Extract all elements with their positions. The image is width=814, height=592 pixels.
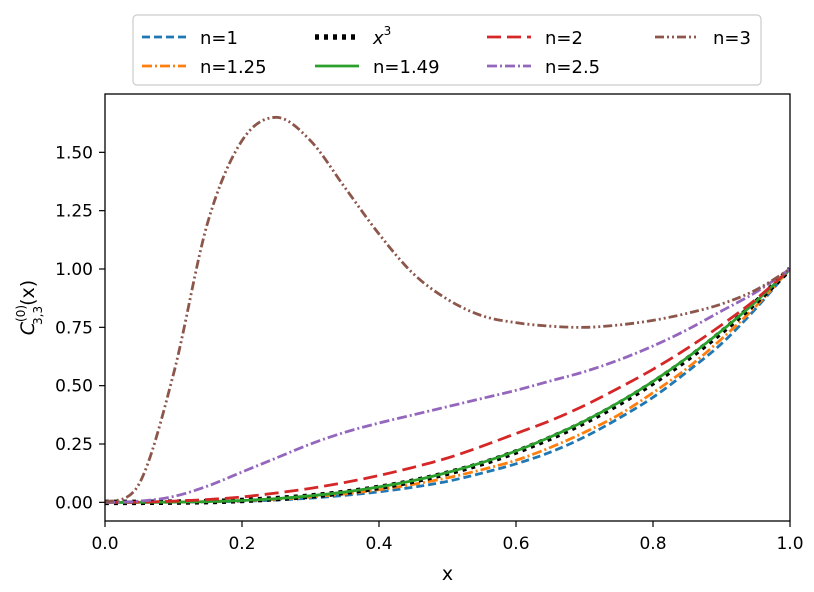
y-tick-label: 1.50 [55, 143, 93, 163]
axes-frame [104, 93, 791, 522]
series-line-x-3 [105, 267, 790, 506]
y-label-sup: (0) [14, 305, 28, 322]
y-label-base: C [17, 321, 39, 335]
y-tick-label: 0.75 [55, 318, 93, 338]
y-tick-label: 1.00 [55, 260, 93, 280]
x-axis: 0.0 0.2 0.4 0.6 0.8 1.0 [91, 521, 804, 554]
series-line-n-2 [105, 267, 790, 504]
x-tick-label: 0.2 [228, 534, 255, 554]
x-axis-label: x [442, 563, 453, 585]
y-label-arg: (x) [17, 280, 39, 306]
series-line-n-1 [105, 268, 790, 504]
y-tick-label: 0.00 [55, 493, 93, 513]
series-line-n-2-5 [105, 267, 790, 504]
x-tick-label: 0.6 [502, 534, 529, 554]
x-tick-label: 1.0 [776, 534, 803, 554]
svg-text:C(0)3,3(x): C(0) 3,3(x) [14, 280, 45, 335]
y-axis-label: C(0) 3,3(x) [14, 280, 45, 335]
legend-label: x3 [372, 24, 391, 49]
y-label-sub: 3,3 [31, 306, 45, 325]
legend-label: n=3 [713, 28, 751, 49]
y-axis: 0.00 0.25 0.50 0.75 1.00 1.25 1.50 [55, 143, 105, 513]
y-tick-label: 1.25 [55, 202, 93, 222]
x-tick-label: 0.4 [365, 534, 392, 554]
legend: n=1 n=1.25 x3 n=1.49 n=2 n=2.5 n=3 [132, 14, 762, 86]
legend-label: n=2 [545, 28, 583, 49]
legend-label: n=1.49 [373, 57, 440, 78]
y-tick-label: 0.25 [55, 435, 93, 455]
y-tick-label: 0.50 [55, 377, 93, 397]
legend-label: n=1.25 [200, 57, 267, 78]
legend-label: n=2.5 [545, 57, 600, 78]
series-line-n-1-49 [105, 267, 790, 504]
legend-box [132, 14, 762, 86]
legend-label: n=1 [200, 28, 238, 49]
x-tick-label: 0.0 [91, 534, 118, 554]
series-line-n-1-25 [105, 268, 790, 504]
x-tick-label: 0.8 [639, 534, 666, 554]
series-line-n-3 [105, 115, 790, 504]
series-layer [105, 115, 790, 506]
